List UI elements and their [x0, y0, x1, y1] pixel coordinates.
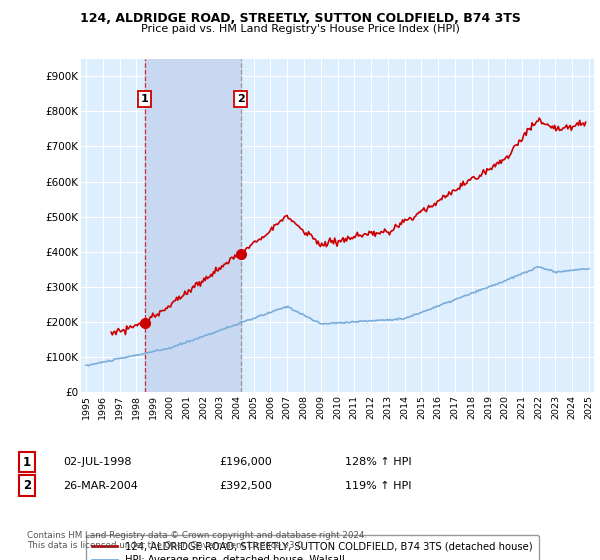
Bar [145, 59, 241, 392]
Legend: 124, ALDRIDGE ROAD, STREETLY, SUTTON COLDFIELD, B74 3TS (detached house), HPI: A: 124, ALDRIDGE ROAD, STREETLY, SUTTON COL… [86, 535, 539, 560]
Text: £392,500: £392,500 [219, 480, 272, 491]
Text: 26-MAR-2004: 26-MAR-2004 [63, 480, 138, 491]
Text: 02-JUL-1998: 02-JUL-1998 [63, 457, 131, 467]
Text: 119% ↑ HPI: 119% ↑ HPI [345, 480, 412, 491]
Text: 124, ALDRIDGE ROAD, STREETLY, SUTTON COLDFIELD, B74 3TS: 124, ALDRIDGE ROAD, STREETLY, SUTTON COL… [80, 12, 520, 25]
Text: £196,000: £196,000 [219, 457, 272, 467]
Text: 1: 1 [23, 455, 31, 469]
Text: Price paid vs. HM Land Registry's House Price Index (HPI): Price paid vs. HM Land Registry's House … [140, 24, 460, 34]
Text: Contains HM Land Registry data © Crown copyright and database right 2024.
This d: Contains HM Land Registry data © Crown c… [27, 531, 367, 550]
Text: 128% ↑ HPI: 128% ↑ HPI [345, 457, 412, 467]
Text: 2: 2 [23, 479, 31, 492]
Text: 1: 1 [141, 94, 149, 104]
Text: 2: 2 [237, 94, 245, 104]
